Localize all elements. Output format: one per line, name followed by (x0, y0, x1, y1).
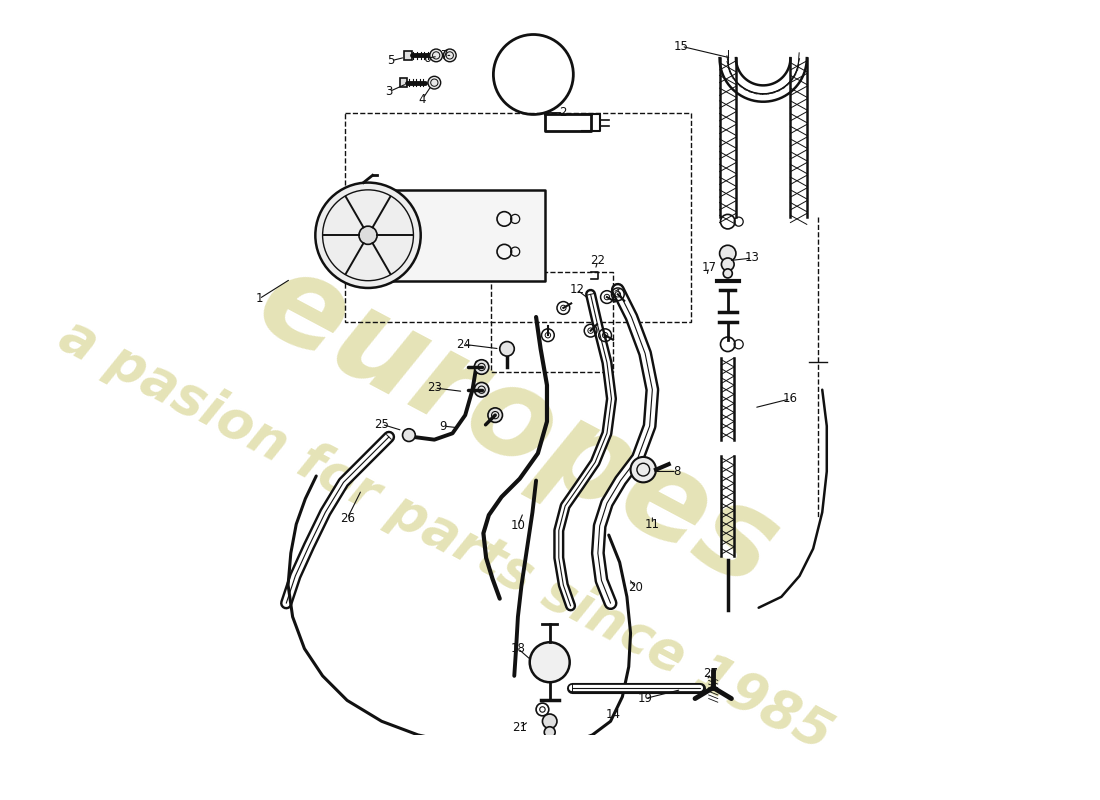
Circle shape (474, 360, 488, 374)
Text: 21: 21 (513, 721, 527, 734)
Bar (405, 51, 411, 60)
Text: 17: 17 (701, 261, 716, 274)
Bar (345, 113, 691, 322)
Circle shape (403, 429, 416, 442)
Circle shape (443, 49, 456, 62)
Text: europes: europes (238, 239, 798, 614)
Circle shape (630, 457, 656, 482)
Circle shape (719, 246, 736, 262)
Text: a pasion for parts since 1985: a pasion for parts since 1985 (51, 309, 840, 762)
Text: 27: 27 (703, 666, 718, 680)
Bar (399, 78, 407, 87)
Text: 9: 9 (440, 419, 448, 433)
Text: 23: 23 (427, 382, 442, 394)
Text: 22: 22 (591, 254, 605, 267)
Circle shape (488, 408, 503, 422)
Circle shape (428, 76, 441, 89)
Text: 7: 7 (441, 49, 449, 62)
Circle shape (499, 342, 515, 356)
Bar (363, 190, 546, 281)
Text: 10: 10 (510, 519, 526, 533)
Circle shape (474, 382, 488, 397)
Text: 1: 1 (255, 292, 263, 306)
Text: 18: 18 (510, 642, 526, 655)
Circle shape (723, 269, 733, 278)
Circle shape (722, 258, 734, 270)
Circle shape (530, 642, 570, 682)
Circle shape (359, 226, 377, 244)
Circle shape (544, 726, 556, 738)
Text: 11: 11 (645, 518, 660, 530)
Text: 20: 20 (628, 582, 643, 594)
Text: 13: 13 (745, 251, 760, 265)
Text: 16: 16 (783, 392, 798, 406)
Text: 4: 4 (419, 93, 427, 106)
Text: 8: 8 (673, 465, 681, 478)
Text: 3: 3 (385, 86, 393, 98)
Text: 2: 2 (560, 106, 568, 119)
Text: 14: 14 (606, 709, 620, 722)
Text: 25: 25 (374, 418, 389, 430)
Text: 19: 19 (638, 692, 652, 705)
Bar (491, 272, 614, 371)
Text: 26: 26 (340, 512, 354, 526)
Text: 6: 6 (424, 52, 431, 65)
Text: 15: 15 (674, 40, 689, 53)
Text: 24: 24 (455, 338, 471, 350)
Circle shape (542, 714, 557, 729)
Circle shape (430, 49, 442, 62)
Text: 5: 5 (387, 54, 395, 67)
Text: 12: 12 (570, 283, 584, 296)
Circle shape (316, 182, 420, 288)
